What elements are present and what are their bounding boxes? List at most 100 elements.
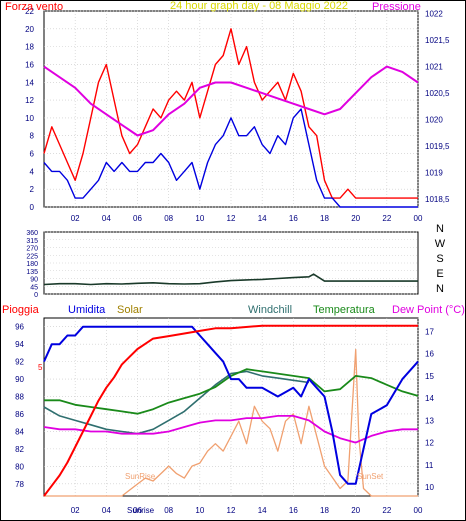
wind-y-axis-ticks: 0 2 4 6 8 10 12 14 16 18 20 22 <box>25 7 34 212</box>
sunrise-label: SunRise <box>125 472 156 481</box>
humidity-tick-label: 90 <box>15 375 24 384</box>
legend-label: Windchill <box>248 304 292 316</box>
humidity-tick-label: 94 <box>15 340 24 349</box>
temperature-tick-label: 16 <box>425 350 434 359</box>
pressure-tick-label: 1019,5 <box>425 142 450 151</box>
legend-label: Solar <box>117 304 143 316</box>
temperature-tick-label: 13 <box>425 416 434 425</box>
x-tick-label: 14 <box>258 214 267 223</box>
legend-label: Umidita <box>68 304 106 316</box>
humidity-tick-label: 86 <box>15 410 24 419</box>
wind-tick-label: 16 <box>25 60 34 69</box>
direction-tick-label: 90 <box>30 277 38 284</box>
pressure-line <box>43 65 419 137</box>
pressure-tick-label: 1020,5 <box>425 89 450 98</box>
wind_avg-line <box>43 108 418 208</box>
legend-label: Dew Point (°C) <box>392 304 465 316</box>
sunrise-axis-label: Sunrise <box>127 506 155 515</box>
x-tick-label: 22 <box>382 214 391 223</box>
x-tick-label: 18 <box>320 214 329 223</box>
humidity-tick-label: 92 <box>15 358 24 367</box>
wind-tick-label: 0 <box>30 203 35 212</box>
wind-tick-label: 22 <box>25 7 34 16</box>
temp-humidity-grid <box>44 318 419 496</box>
x-tick-label: 04 <box>102 214 111 223</box>
wind-tick-label: 12 <box>25 96 34 105</box>
wind_direction-line <box>43 273 418 286</box>
x-axis-ticks-top: 02 04 06 08 10 12 14 16 18 20 22 00 <box>71 214 423 223</box>
rain-tick-label: 5 <box>38 363 43 372</box>
wind-axis-label: Forza vento <box>5 1 63 13</box>
compass-label: W <box>435 238 446 250</box>
x-tick-label: 16 <box>289 214 298 223</box>
windchill-line <box>43 370 310 435</box>
temperature-line <box>44 368 419 415</box>
x-tick-label: 02 <box>71 506 80 515</box>
x-tick-label: 08 <box>164 506 173 515</box>
direction-tick-label: 225 <box>26 253 38 260</box>
pressure-y-axis-ticks: 1018,5 1019 1019,5 1020 1020,5 1021 1021,5 1022 <box>425 10 450 204</box>
humidity-tick-label: 82 <box>15 445 24 454</box>
humidity-line <box>43 325 419 485</box>
temperature-tick-label: 12 <box>425 439 434 448</box>
pressure-tick-label: 1018,5 <box>425 195 450 204</box>
x-tick-label: 22 <box>382 506 391 515</box>
wind-pressure-series <box>43 28 419 208</box>
pressure-tick-label: 1022 <box>425 10 443 19</box>
x-tick-label: 06 <box>133 214 142 223</box>
x-tick-label: 12 <box>227 506 236 515</box>
wind-tick-label: 4 <box>30 167 35 176</box>
legend-label: Pioggia <box>2 304 40 316</box>
direction-tick-label: 270 <box>26 246 38 253</box>
x-tick-label: 10 <box>195 214 204 223</box>
direction-tick-label: 180 <box>26 261 38 268</box>
temperature-tick-label: 10 <box>425 483 434 492</box>
humidity-tick-label: 78 <box>15 480 24 489</box>
wind-tick-label: 6 <box>30 150 35 159</box>
x-axis-ticks-bottom: 02 04 06 08 10 12 14 16 18 20 22 00 <box>71 506 423 515</box>
x-tick-label: 10 <box>195 506 204 515</box>
pressure-tick-label: 1021,5 <box>425 36 450 45</box>
solar-line <box>44 348 418 497</box>
pressure-tick-label: 1020 <box>425 116 443 125</box>
temperature-tick-label: 11 <box>425 461 434 470</box>
x-tick-label: 08 <box>164 214 173 223</box>
wind-tick-label: 10 <box>25 114 34 123</box>
x-tick-label: 16 <box>289 506 298 515</box>
direction-grid <box>44 231 418 295</box>
humidity-y-axis-ticks: 78 80 82 84 86 88 90 92 94 96 5 <box>15 323 43 489</box>
direction-series <box>43 273 418 286</box>
rain-line <box>43 324 418 497</box>
temperature-tick-label: 14 <box>425 394 434 403</box>
wind-tick-label: 20 <box>25 25 34 34</box>
legend-label: Temperatura <box>313 304 376 316</box>
humidity-tick-label: 80 <box>15 462 24 471</box>
x-tick-label: 00 <box>414 506 423 515</box>
x-tick-label: 04 <box>102 506 111 515</box>
compass-label: N <box>436 283 444 295</box>
chart-title: 24 hour graph day - 08 Maggio 2022 <box>170 0 348 12</box>
sunset-label: SunSet <box>357 472 384 481</box>
x-tick-label: 12 <box>227 214 236 223</box>
temperature-tick-label: 15 <box>425 372 434 381</box>
dewpoint-line <box>43 415 418 444</box>
direction-tick-label: 315 <box>26 238 38 245</box>
wind_gust-line <box>43 28 418 199</box>
x-tick-label: 06 <box>133 506 142 515</box>
x-tick-label: 14 <box>258 506 267 515</box>
direction-tick-label: 45 <box>30 284 38 291</box>
x-tick-label: 18 <box>320 506 329 515</box>
compass-label: E <box>436 268 443 280</box>
wind-tick-label: 14 <box>25 78 34 87</box>
pressure-tick-label: 1019 <box>425 169 443 178</box>
compass-label: S <box>436 253 443 265</box>
x-tick-label: 20 <box>351 214 360 223</box>
wind-tick-label: 18 <box>25 43 34 52</box>
direction-tick-label: 0 <box>34 292 38 299</box>
legend: Pioggia Umidita Solar Windchill Temperatura D… <box>2 304 465 316</box>
direction-tick-label: 135 <box>26 269 38 276</box>
temperature-y-axis-ticks: 10 11 12 13 14 15 16 17 <box>425 327 434 492</box>
